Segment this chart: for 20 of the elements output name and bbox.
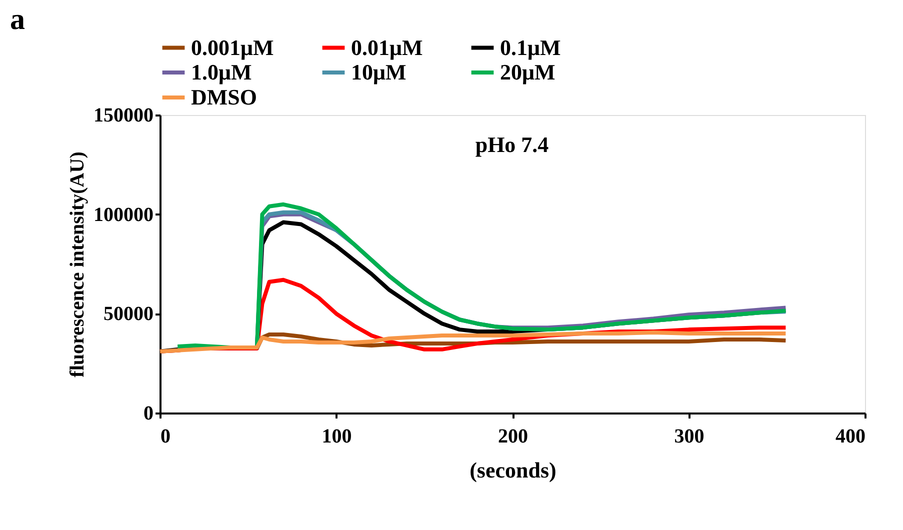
y-axis-title: fluorescence intensity(AU): [66, 152, 88, 378]
legend-label: DMSO: [191, 84, 257, 110]
x-tick-label: 400: [836, 426, 866, 448]
legend-label: 20μM: [500, 60, 556, 84]
y-tick-label: 150000: [94, 104, 154, 126]
legend-label: 1.0μM: [191, 60, 252, 84]
legend-label: 0.01μM: [351, 34, 423, 60]
x-tick-label: 200: [498, 426, 528, 448]
x-tick-label: 100: [322, 426, 352, 448]
x-tick-label: 300: [674, 426, 704, 448]
legend-label: 10μM: [351, 60, 406, 84]
y-tick-label: 50000: [104, 303, 154, 326]
y-tick-label: 0: [144, 402, 154, 424]
annotation: pHo 7.4: [475, 132, 549, 157]
y-tick-label: 100000: [94, 204, 154, 226]
x-tick-label: 0: [160, 426, 170, 448]
x-axis-title: (seconds): [470, 458, 556, 482]
text: a: [10, 3, 25, 36]
legend-label: 0.001μM: [191, 34, 274, 60]
legend-label: 0.1μM: [500, 34, 561, 60]
